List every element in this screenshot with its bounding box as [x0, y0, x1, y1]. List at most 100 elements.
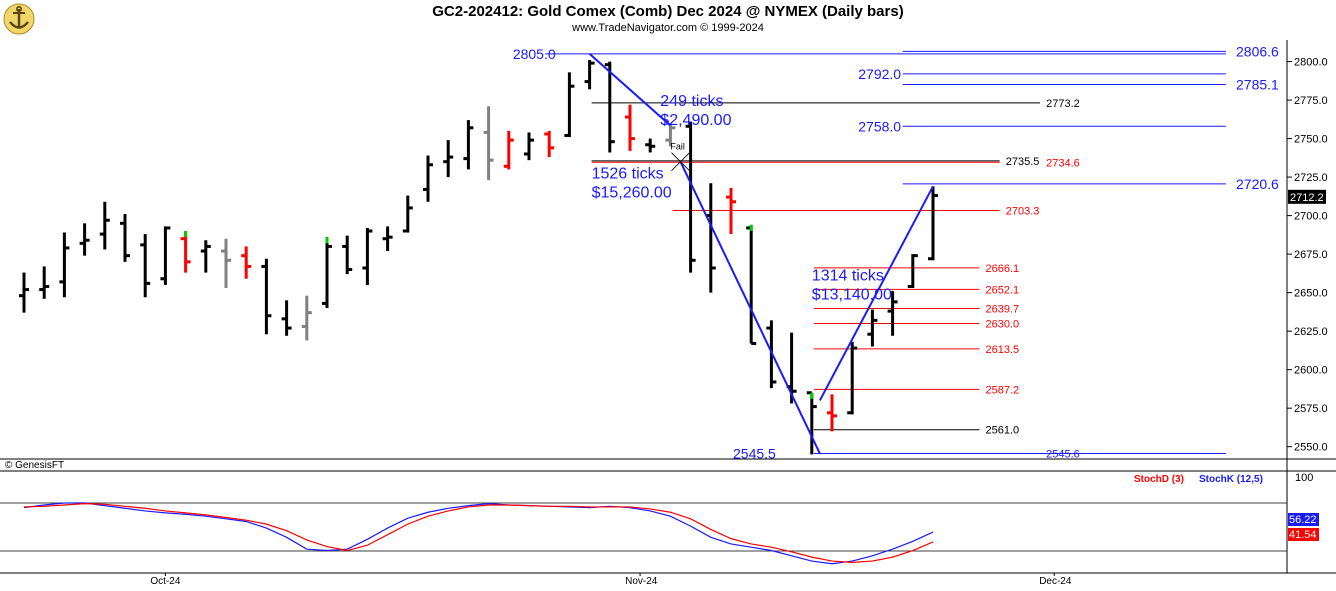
- price-bar[interactable]: [322, 237, 332, 309]
- y-tick-label: 2800.0: [1294, 57, 1328, 69]
- annotation-text: $2,490.00: [660, 112, 731, 129]
- annotation-text: $13,140.00: [812, 286, 892, 303]
- level-label: 2806.6: [1236, 43, 1279, 59]
- y-tick-label: 2550.0: [1294, 442, 1328, 454]
- level-label: 2587.2: [986, 384, 1020, 396]
- y-tick-label: 2750.0: [1294, 134, 1328, 146]
- y-tick-label: 2625.0: [1294, 326, 1328, 338]
- price-bar[interactable]: [665, 123, 676, 147]
- y-tick-label: 2575.0: [1294, 403, 1328, 415]
- annotation-text: Fail: [670, 141, 685, 151]
- stoch-y-tick-label: 100: [1295, 472, 1313, 484]
- price-bar[interactable]: [402, 195, 413, 233]
- price-bar[interactable]: [79, 223, 90, 256]
- level-label: 2630.0: [986, 318, 1020, 330]
- price-bar[interactable]: [140, 234, 151, 298]
- price-bar[interactable]: [463, 120, 474, 170]
- stoch-series-line: [23, 503, 934, 564]
- price-bar[interactable]: [584, 60, 595, 90]
- level-label: 2613.5: [986, 344, 1020, 356]
- price-bar[interactable]: [342, 235, 353, 275]
- price-bar[interactable]: [907, 254, 918, 289]
- price-bar[interactable]: [120, 214, 130, 262]
- level-label: 2773.2: [1046, 98, 1080, 110]
- stochk-value-tag: [1288, 513, 1319, 526]
- price-bar[interactable]: [362, 227, 373, 285]
- price-bar[interactable]: [503, 130, 514, 170]
- level-label: 2561.0: [986, 425, 1020, 437]
- price-bar[interactable]: [544, 130, 555, 158]
- y-tick-label: 2650.0: [1294, 288, 1328, 300]
- annotation-text: 249 ticks: [660, 93, 723, 110]
- price-bar[interactable]: [200, 240, 211, 273]
- level-label: 2652.1: [986, 284, 1020, 296]
- last-price-tag: [1288, 189, 1326, 204]
- price-bar[interactable]: [887, 291, 898, 336]
- level-label: 2734.6: [1046, 157, 1080, 169]
- price-bar[interactable]: [261, 258, 272, 335]
- y-tick-label: 2675.0: [1294, 249, 1328, 261]
- price-bar[interactable]: [685, 121, 696, 273]
- y-tick-label: 2725.0: [1294, 172, 1328, 184]
- price-bar[interactable]: [625, 104, 635, 151]
- x-tick-label: Dec-24: [1039, 576, 1072, 587]
- price-bar[interactable]: [645, 138, 656, 153]
- level-label: 2545.6: [1046, 448, 1080, 460]
- level-label: 2735.5: [1006, 156, 1040, 168]
- price-bar[interactable]: [827, 394, 837, 432]
- y-tick-label: 2700.0: [1294, 211, 1328, 223]
- level-label: 2639.7: [986, 303, 1020, 315]
- annotation-text: 1314 ticks: [812, 267, 884, 284]
- price-bar[interactable]: [221, 238, 231, 289]
- copyright-label: © GenesisFT: [5, 460, 64, 471]
- level-label: 2792.0: [858, 66, 901, 82]
- price-bar[interactable]: [382, 226, 393, 252]
- price-bar[interactable]: [604, 61, 615, 153]
- legend-stochk: StochK (12,5): [1199, 474, 1263, 485]
- price-bar[interactable]: [867, 309, 878, 347]
- last-price-label: 2712.2: [1290, 192, 1324, 204]
- price-bar[interactable]: [847, 341, 858, 415]
- level-label: 2720.6: [1236, 176, 1279, 192]
- price-bar[interactable]: [483, 106, 494, 181]
- price-bar[interactable]: [524, 132, 534, 161]
- annotation-text: 1526 ticks: [592, 166, 664, 183]
- legend-stochd: StochD (3): [1134, 474, 1184, 485]
- price-bar[interactable]: [301, 295, 312, 341]
- level-label: 2785.1: [1236, 77, 1279, 93]
- level-label: 2758.0: [858, 118, 901, 134]
- x-tick-label: Nov-24: [625, 576, 658, 587]
- price-bar[interactable]: [726, 187, 736, 235]
- swing-line: [818, 185, 934, 401]
- swing-line: [679, 161, 821, 455]
- price-bar[interactable]: [928, 186, 938, 261]
- price-bar[interactable]: [443, 140, 454, 178]
- x-tick-label: Oct-24: [150, 576, 180, 587]
- stochk-value-label: 56.22: [1289, 514, 1317, 526]
- stochd-value-label: 41.54: [1289, 529, 1317, 541]
- price-bar[interactable]: [746, 224, 757, 345]
- price-bar[interactable]: [241, 246, 252, 279]
- stochd-value-tag: [1288, 528, 1319, 541]
- price-bar[interactable]: [705, 183, 716, 293]
- stoch-series-line: [23, 502, 934, 565]
- price-bar[interactable]: [281, 300, 292, 336]
- y-tick-label: 2775.0: [1294, 95, 1328, 107]
- price-bar[interactable]: [423, 155, 433, 202]
- price-bar[interactable]: [39, 266, 50, 299]
- price-bar[interactable]: [564, 72, 575, 138]
- price-bar[interactable]: [59, 232, 70, 298]
- annotation-text: $15,260.00: [592, 185, 672, 202]
- level-label: 2666.1: [986, 263, 1020, 275]
- price-bar[interactable]: [99, 201, 110, 250]
- y-tick-label: 2600.0: [1294, 365, 1328, 377]
- level-label: 2545.5: [733, 446, 776, 462]
- swing-line: [588, 53, 672, 127]
- level-label: 2703.3: [1006, 206, 1040, 218]
- price-bar[interactable]: [180, 231, 191, 273]
- chart-subtitle: www.TradeNavigator.com © 1999-2024: [572, 22, 764, 34]
- price-bar[interactable]: [19, 272, 29, 313]
- price-bar[interactable]: [160, 226, 171, 285]
